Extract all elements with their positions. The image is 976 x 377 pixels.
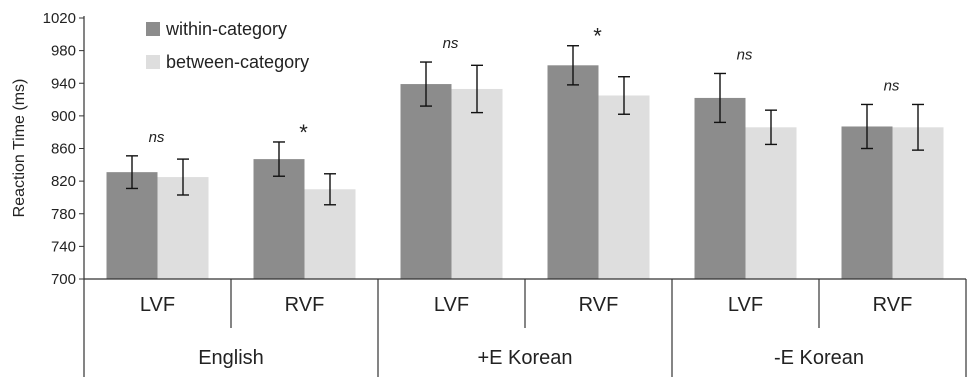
bar-within-category xyxy=(106,172,158,279)
x-category-label: RVF xyxy=(579,294,619,316)
legend-swatch xyxy=(146,55,160,69)
x-group-label: English xyxy=(198,347,264,369)
y-tick-label: 1020 xyxy=(43,10,76,27)
x-category-label: LVF xyxy=(728,294,763,316)
y-tick-label: 700 xyxy=(51,271,76,288)
significance-annotation: * xyxy=(593,24,602,49)
x-category-label: LVF xyxy=(140,294,175,316)
significance-annotation: ns xyxy=(884,77,900,94)
bar-within-category xyxy=(253,159,305,279)
bar-between-category xyxy=(892,127,944,279)
bar-between-category xyxy=(451,88,503,279)
significance-annotation: ns xyxy=(443,35,459,52)
significance-annotation: ns xyxy=(737,46,753,63)
x-category-label: RVF xyxy=(873,294,913,316)
legend-label: between-category xyxy=(166,52,309,72)
legend-swatch xyxy=(146,22,160,36)
significance-annotation: * xyxy=(299,120,308,145)
bar-within-category xyxy=(547,65,599,280)
y-tick-label: 740 xyxy=(51,238,76,255)
x-group-label: +E Korean xyxy=(477,347,572,369)
y-tick-label: 780 xyxy=(51,206,76,223)
legend-label: within-category xyxy=(165,19,287,39)
bar-between-category xyxy=(745,127,797,279)
significance-annotation: ns xyxy=(149,129,165,146)
y-tick-label: 900 xyxy=(51,108,76,125)
y-tick-label: 940 xyxy=(51,75,76,92)
x-category-label: RVF xyxy=(285,294,325,316)
bar-between-category xyxy=(598,95,650,279)
y-tick-label: 860 xyxy=(51,141,76,158)
y-tick-label: 820 xyxy=(51,173,76,190)
y-axis-title: Reaction Time (ms) xyxy=(11,79,28,218)
bar-within-category xyxy=(400,84,452,279)
bar-within-category xyxy=(694,97,746,280)
x-group-label: -E Korean xyxy=(774,347,864,369)
bar-within-category xyxy=(841,126,893,280)
x-category-label: LVF xyxy=(434,294,469,316)
y-tick-label: 980 xyxy=(51,43,76,60)
